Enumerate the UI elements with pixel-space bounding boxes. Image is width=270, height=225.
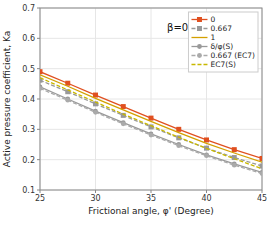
tick-label: 45	[257, 194, 267, 203]
legend-item: 0	[191, 15, 215, 24]
tick	[37, 129, 40, 130]
marker	[204, 137, 209, 142]
marker	[93, 110, 98, 115]
legend-item: 0.667	[191, 24, 232, 33]
tick-label: 25	[35, 194, 45, 203]
legend-item: EC7(S)	[191, 60, 235, 69]
series	[40, 78, 262, 169]
marker	[204, 153, 209, 158]
tick-label: 40	[201, 194, 211, 203]
legend-handle	[191, 64, 207, 65]
tick	[95, 190, 96, 193]
tick	[206, 190, 207, 193]
y-axis-label: Active pressure coefficient, Ka	[2, 31, 12, 167]
legend-label: EC7(S)	[210, 60, 235, 69]
legend-label: 1	[210, 33, 215, 42]
marker	[260, 171, 262, 176]
marker	[121, 121, 126, 126]
marker	[149, 116, 154, 121]
marker	[176, 143, 181, 148]
legend: 00.6671δ/φ(S)0.667 (EC7)EC7(S)	[188, 12, 258, 72]
legend-item: 0.667 (EC7)	[191, 51, 255, 60]
grid-line	[40, 159, 262, 160]
legend-marker	[197, 44, 202, 49]
title: β=0	[167, 22, 188, 33]
legend-label: 0	[210, 15, 215, 24]
legend-item: 1	[191, 33, 215, 42]
series	[40, 78, 262, 169]
marker	[260, 156, 263, 161]
series	[40, 84, 262, 174]
line	[40, 88, 262, 173]
marker	[93, 93, 98, 98]
tick-label: 0.5	[22, 65, 35, 74]
tick	[37, 68, 40, 69]
series	[40, 75, 262, 162]
line	[40, 75, 262, 162]
marker	[65, 98, 70, 103]
marker	[232, 147, 237, 152]
legend-label: δ/φ(S)	[210, 42, 233, 51]
legend-label: 0.667	[210, 24, 232, 33]
tick-label: 30	[90, 194, 100, 203]
line	[40, 87, 262, 173]
tick	[37, 159, 40, 160]
plot-frame	[40, 8, 262, 190]
grid	[40, 8, 262, 190]
tick	[37, 8, 40, 9]
tick-label: 0.6	[22, 34, 35, 43]
marker	[204, 152, 209, 157]
marker	[40, 69, 43, 74]
line	[40, 80, 262, 166]
legend-marker	[197, 53, 202, 58]
series	[40, 86, 262, 176]
legend-box	[188, 12, 258, 72]
legend-handle	[191, 37, 207, 38]
legend-marker	[197, 17, 202, 22]
legend-marker	[197, 26, 202, 31]
marker	[176, 127, 181, 132]
tick	[262, 190, 263, 193]
tick-label: 0.4	[22, 95, 35, 104]
marker	[121, 104, 126, 109]
legend-item: δ/φ(S)	[191, 42, 233, 51]
x-axis-label: Frictional angle, φ' (Degree)	[88, 206, 214, 216]
line	[40, 72, 262, 159]
tick	[151, 190, 152, 193]
grid-line	[40, 99, 262, 100]
tick-label: 0.1	[22, 186, 35, 195]
marker	[40, 86, 42, 91]
tick-label: 0.3	[22, 125, 35, 134]
series	[40, 69, 262, 161]
tick-label: 0.2	[22, 156, 35, 165]
tick	[37, 99, 40, 100]
background	[0, 0, 270, 225]
tick	[37, 38, 40, 39]
data	[40, 69, 262, 176]
tick	[37, 190, 40, 191]
axes: 25 30 35 40 45 0.1 0.2 0.3 0.4 0.5 0.6 0.7	[22, 4, 267, 203]
marker	[149, 133, 154, 138]
legend-label: 0.667 (EC7)	[210, 51, 255, 60]
marker	[232, 163, 237, 168]
tick-label: 35	[146, 194, 156, 203]
chart: 25 30 35 40 45 0.1 0.2 0.3 0.4 0.5 0.6 0.7 Frictiona…	[0, 0, 270, 225]
line	[40, 78, 262, 169]
tick-label: 0.7	[22, 4, 35, 13]
